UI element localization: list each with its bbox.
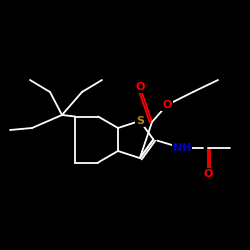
- Text: O: O: [203, 169, 213, 179]
- Text: NH: NH: [173, 143, 191, 153]
- Text: O: O: [135, 82, 145, 92]
- Text: S: S: [136, 116, 144, 126]
- Text: O: O: [162, 100, 172, 110]
